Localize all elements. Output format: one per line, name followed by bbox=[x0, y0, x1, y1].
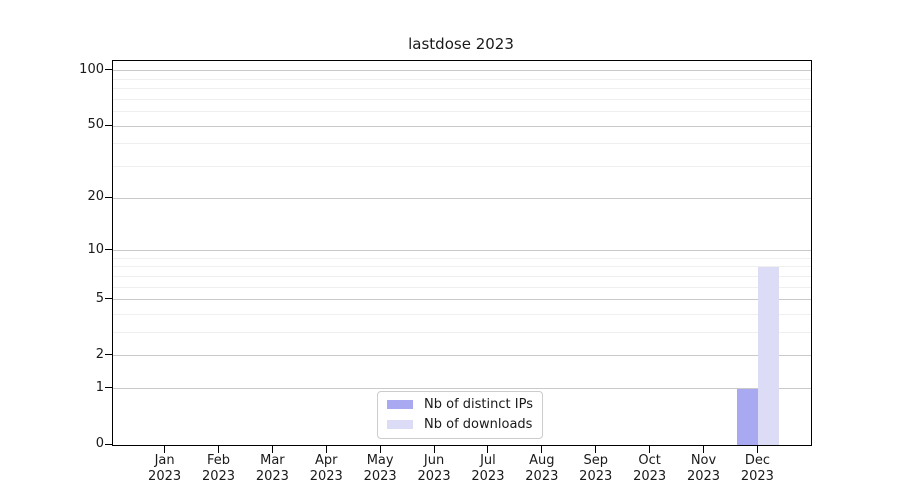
x-tick-year-jul: 2023 bbox=[471, 468, 505, 484]
x-tick-mark-jan bbox=[164, 446, 166, 453]
legend-item-downloads: Nb of downloads bbox=[387, 417, 533, 432]
minor-gridline-6 bbox=[113, 286, 811, 288]
major-gridline-50 bbox=[113, 125, 811, 127]
major-gridline-100 bbox=[113, 70, 811, 72]
minor-gridline-9 bbox=[113, 257, 811, 259]
x-tick-mark-jul bbox=[487, 446, 489, 453]
major-gridline-1 bbox=[113, 388, 811, 390]
y-tick-label-2: 2 bbox=[95, 346, 104, 362]
minor-gridline-3 bbox=[113, 332, 811, 334]
plot-area bbox=[112, 60, 812, 446]
x-tick-mark-oct bbox=[649, 446, 651, 453]
x-tick-month-sep: Sep bbox=[583, 453, 608, 468]
y-tick-label-5: 5 bbox=[95, 290, 104, 306]
x-tick-year-aug: 2023 bbox=[525, 468, 559, 484]
minor-gridline-30 bbox=[113, 166, 811, 168]
legend-swatch-downloads bbox=[387, 420, 414, 429]
y-tick-mark-10 bbox=[105, 249, 112, 251]
y-tick-label-20: 20 bbox=[87, 189, 104, 205]
bar-dec-distinct-ips bbox=[737, 388, 759, 445]
y-tick-mark-0 bbox=[105, 443, 112, 445]
bar-dec-downloads bbox=[758, 266, 780, 445]
x-tick-year-jun: 2023 bbox=[417, 468, 451, 484]
y-tick-mark-100 bbox=[105, 69, 112, 71]
minor-gridline-8 bbox=[113, 266, 811, 268]
x-tick-label-apr: Apr 2023 bbox=[298, 453, 354, 484]
x-tick-month-jun: Jun bbox=[423, 453, 445, 468]
y-tick-mark-20 bbox=[105, 196, 112, 198]
x-tick-label-oct: Oct 2023 bbox=[622, 453, 678, 484]
minor-gridline-80 bbox=[113, 88, 811, 90]
x-tick-month-apr: Apr bbox=[315, 453, 338, 468]
x-tick-year-sep: 2023 bbox=[579, 468, 613, 484]
x-tick-mark-aug bbox=[541, 446, 543, 453]
legend-item-distinct-ips: Nb of distinct IPs bbox=[387, 397, 533, 412]
y-tick-mark-1 bbox=[105, 387, 112, 389]
x-tick-mark-sep bbox=[595, 446, 597, 453]
x-tick-label-mar: Mar 2023 bbox=[244, 453, 300, 484]
x-tick-label-jul: Jul 2023 bbox=[460, 453, 516, 484]
legend-swatch-distinct-ips bbox=[387, 400, 414, 409]
x-tick-year-jan: 2023 bbox=[148, 468, 182, 484]
x-tick-mark-may bbox=[379, 446, 381, 453]
x-tick-month-nov: Nov bbox=[690, 453, 717, 468]
x-tick-label-nov: Nov 2023 bbox=[676, 453, 732, 484]
x-tick-year-feb: 2023 bbox=[201, 468, 236, 484]
x-tick-label-jun: Jun 2023 bbox=[406, 453, 462, 484]
x-tick-month-aug: Aug bbox=[529, 453, 555, 468]
x-tick-mark-feb bbox=[217, 446, 219, 453]
x-tick-label-feb: Feb 2023 bbox=[190, 453, 246, 484]
x-tick-mark-apr bbox=[325, 446, 327, 453]
x-tick-month-oct: Oct bbox=[638, 453, 661, 468]
x-tick-mark-jun bbox=[433, 446, 435, 453]
x-tick-month-jan: Jan bbox=[154, 453, 175, 468]
y-tick-label-1: 1 bbox=[95, 379, 104, 395]
x-tick-year-nov: 2023 bbox=[686, 468, 721, 484]
major-gridline-10 bbox=[113, 250, 811, 252]
y-tick-label-100: 100 bbox=[79, 61, 104, 77]
major-gridline-5 bbox=[113, 299, 811, 301]
minor-gridline-70 bbox=[113, 98, 811, 100]
minor-gridline-4 bbox=[113, 314, 811, 315]
x-tick-month-dec: Dec bbox=[744, 453, 770, 468]
x-tick-label-dec: Dec 2023 bbox=[729, 453, 785, 484]
x-tick-label-jan: Jan 2023 bbox=[137, 453, 193, 484]
y-tick-mark-2 bbox=[105, 354, 112, 356]
x-tick-year-may: 2023 bbox=[363, 468, 397, 484]
x-tick-month-may: May bbox=[366, 453, 394, 468]
x-tick-label-may: May 2023 bbox=[352, 453, 408, 484]
major-gridline-2 bbox=[113, 355, 811, 357]
y-tick-label-10: 10 bbox=[87, 241, 104, 257]
x-tick-year-dec: 2023 bbox=[740, 468, 774, 484]
x-tick-mark-dec bbox=[756, 446, 758, 453]
x-tick-year-apr: 2023 bbox=[309, 468, 343, 484]
x-tick-label-aug: Aug 2023 bbox=[514, 453, 570, 484]
legend-label-distinct-ips: Nb of distinct IPs bbox=[424, 397, 533, 412]
x-tick-mark-nov bbox=[703, 446, 704, 453]
y-tick-mark-5 bbox=[105, 298, 112, 300]
y-tick-mark-50 bbox=[105, 124, 112, 126]
y-tick-label-50: 50 bbox=[87, 117, 104, 133]
x-tick-mark-mar bbox=[271, 446, 273, 453]
minor-gridline-7 bbox=[113, 275, 811, 277]
minor-gridline-60 bbox=[113, 111, 811, 113]
x-tick-year-oct: 2023 bbox=[633, 468, 667, 484]
major-gridline-20 bbox=[113, 197, 811, 199]
x-tick-month-jul: Jul bbox=[480, 453, 496, 468]
legend: Nb of distinct IPs Nb of downloads bbox=[377, 391, 543, 439]
x-tick-year-mar: 2023 bbox=[255, 468, 289, 484]
x-tick-month-feb: Feb bbox=[206, 453, 230, 468]
x-tick-label-sep: Sep 2023 bbox=[568, 453, 624, 484]
chart-title: lastdose 2023 bbox=[408, 35, 514, 53]
legend-label-downloads: Nb of downloads bbox=[424, 417, 533, 432]
y-tick-label-0: 0 bbox=[95, 436, 104, 451]
x-tick-month-mar: Mar bbox=[260, 453, 285, 468]
minor-gridline-90 bbox=[113, 78, 811, 80]
minor-gridline-40 bbox=[113, 143, 811, 145]
